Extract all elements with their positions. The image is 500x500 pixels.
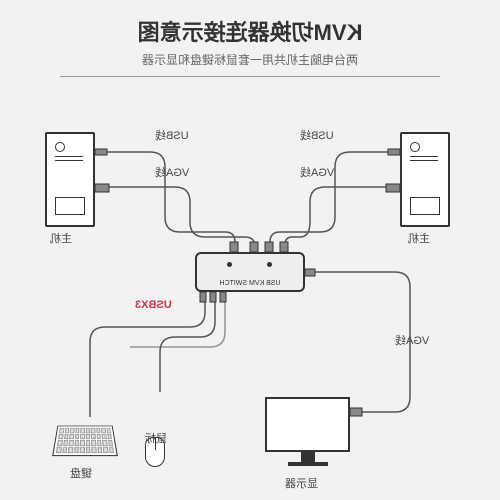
host-pc-right bbox=[400, 132, 450, 227]
host-pc-left bbox=[45, 132, 95, 227]
usbx3-label: USBX3 bbox=[135, 299, 172, 311]
diagram-subtitle: 两台电脑主机共用一套鼠标键盘和显示器 bbox=[0, 51, 500, 68]
keyboard-label: 键盘 bbox=[70, 465, 92, 481]
diagram-canvas: 主机 主机 USB KVM SWITCH 显示器 键盘 鼠标 USB线 VGA线… bbox=[0, 77, 500, 497]
kvm-label-text: USB KVM SWITCH bbox=[197, 280, 303, 287]
host-right-label: 主机 bbox=[408, 230, 430, 246]
vga-label-2: VGA线 bbox=[300, 164, 334, 180]
vga-label-1: VGA线 bbox=[155, 164, 189, 180]
kvm-switch: USB KVM SWITCH bbox=[195, 252, 305, 292]
monitor-label: 显示器 bbox=[285, 475, 318, 491]
keyboard-device bbox=[52, 426, 118, 457]
monitor-device bbox=[265, 397, 350, 467]
usb-label-2: USB线 bbox=[300, 127, 334, 143]
diagram-title: KVM切换器连接示意图 bbox=[0, 0, 500, 47]
host-left-label: 主机 bbox=[50, 230, 72, 246]
mouse-label: 鼠标 bbox=[145, 430, 167, 446]
vga-label-3: VGA线 bbox=[395, 332, 429, 348]
usb-label-1: USB线 bbox=[155, 127, 189, 143]
